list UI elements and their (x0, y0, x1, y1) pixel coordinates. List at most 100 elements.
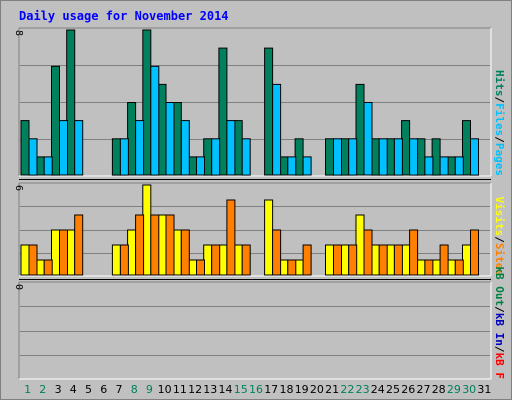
bar-sites-day-19 (302, 244, 312, 276)
day-label-28: 28 (432, 383, 446, 396)
bar-sites-day-25 (393, 244, 403, 276)
bar-sites-day-9 (150, 214, 160, 276)
bar-files-day-14 (226, 120, 236, 176)
bar-hits-day-7 (111, 138, 121, 176)
bar-sites-day-28 (439, 244, 449, 276)
bar-hits-day-19 (294, 138, 304, 176)
axis-max-label: 8 (13, 30, 24, 36)
series-sites (28, 199, 479, 276)
legend-label-kb-f: kB F (493, 353, 506, 380)
axis-max-label: 0 (13, 284, 24, 290)
bar-files-day-17 (272, 83, 282, 176)
bar-sites-day-12 (196, 259, 205, 276)
bar-visits-day-17 (264, 199, 274, 276)
bar-files-day-7 (119, 138, 129, 176)
bar-visits-day-19 (294, 259, 304, 276)
bar-files-day-4 (74, 120, 84, 176)
bar-files-day-24 (378, 138, 388, 176)
day-label-12: 12 (188, 383, 202, 396)
bar-sites-day-22 (348, 244, 358, 276)
day-label-30: 30 (462, 383, 476, 396)
bar-sites-day-1 (28, 244, 38, 276)
bar-files-day-21 (333, 138, 342, 176)
bar-sites-day-2 (43, 259, 53, 276)
bar-sites-day-7 (119, 244, 129, 276)
day-label-25: 25 (386, 383, 400, 396)
bar-sites-day-13 (211, 244, 221, 276)
bar-visits-day-7 (111, 244, 121, 276)
day-label-4: 4 (70, 383, 77, 396)
panel-3: 0 (13, 281, 492, 380)
bar-sites-day-11 (180, 229, 190, 276)
side-legend-3: kB Out/kB In/kB F (493, 266, 506, 379)
bar-sites-day-23 (363, 229, 373, 276)
day-label-5: 5 (85, 383, 92, 396)
day-label-8: 8 (131, 383, 138, 396)
day-label-18: 18 (280, 383, 294, 396)
legend-label-visits: Visits (493, 197, 506, 237)
bar-files-day-25 (393, 138, 403, 176)
legend-label-files: Files (493, 103, 506, 136)
bar-visits-day-21 (325, 244, 334, 276)
legend-label-kb-in: kB In (493, 313, 506, 346)
bar-files-day-23 (363, 102, 373, 176)
bar-hits-day-4 (66, 29, 76, 176)
series-files (28, 65, 479, 176)
bar-sites-day-15 (241, 244, 251, 276)
day-label-13: 13 (203, 383, 217, 396)
day-label-17: 17 (264, 383, 278, 396)
day-label-10: 10 (158, 383, 172, 396)
axis-max-label: 6 (13, 185, 24, 191)
bar-sites-day-27 (424, 259, 434, 276)
bar-files-day-22 (348, 138, 358, 176)
bar-sites-day-24 (378, 244, 388, 276)
bar-files-day-27 (424, 156, 434, 176)
side-legend-2: Visits/Sites (493, 197, 506, 277)
day-label-14: 14 (219, 383, 233, 396)
bar-sites-day-21 (333, 244, 342, 276)
side-legend-1: Hits/Files/Pages (493, 70, 506, 176)
bar-sites-day-3 (59, 229, 68, 276)
bar-hits-day-21 (325, 138, 334, 176)
day-label-9: 9 (146, 383, 153, 396)
day-label-19: 19 (295, 383, 309, 396)
legend-label-hits: Hits (493, 70, 506, 97)
day-label-11: 11 (173, 383, 187, 396)
bar-sites-day-30 (470, 229, 479, 276)
bar-files-day-9 (150, 65, 160, 176)
bar-sites-day-10 (165, 214, 175, 276)
legend-label-pages: Pages (493, 143, 506, 176)
bar-sites-day-29 (454, 259, 464, 276)
day-label-26: 26 (401, 383, 415, 396)
day-label-21: 21 (325, 383, 339, 396)
panel-2: 6 (13, 182, 492, 277)
bar-hits-day-14 (218, 47, 228, 176)
chart-title: Daily usage for November 2014 (19, 9, 229, 23)
bar-files-day-29 (454, 156, 464, 176)
day-label-16: 16 (249, 383, 263, 396)
bar-files-day-3 (59, 120, 68, 176)
bar-hits-day-17 (264, 47, 274, 176)
bar-files-day-13 (211, 138, 221, 176)
panel-1: 8 (13, 27, 492, 177)
chart-panels: 8 6 0 (13, 27, 492, 380)
bar-files-day-12 (196, 156, 205, 176)
bar-files-day-10 (165, 102, 175, 176)
bar-sites-day-18 (287, 259, 297, 276)
day-label-7: 7 (116, 383, 123, 396)
bar-hits-day-1 (20, 120, 30, 176)
day-label-2: 2 (39, 383, 46, 396)
day-label-3: 3 (55, 383, 62, 396)
bar-files-day-28 (439, 156, 449, 176)
day-label-22: 22 (340, 383, 354, 396)
bar-files-day-2 (43, 156, 53, 176)
legend-label-kb-out: kB Out (493, 266, 506, 306)
legend-label-sites: Sites (493, 243, 506, 276)
day-label-1: 1 (24, 383, 31, 396)
bar-files-day-26 (409, 138, 419, 176)
bar-sites-day-17 (272, 229, 282, 276)
day-label-24: 24 (371, 383, 385, 396)
